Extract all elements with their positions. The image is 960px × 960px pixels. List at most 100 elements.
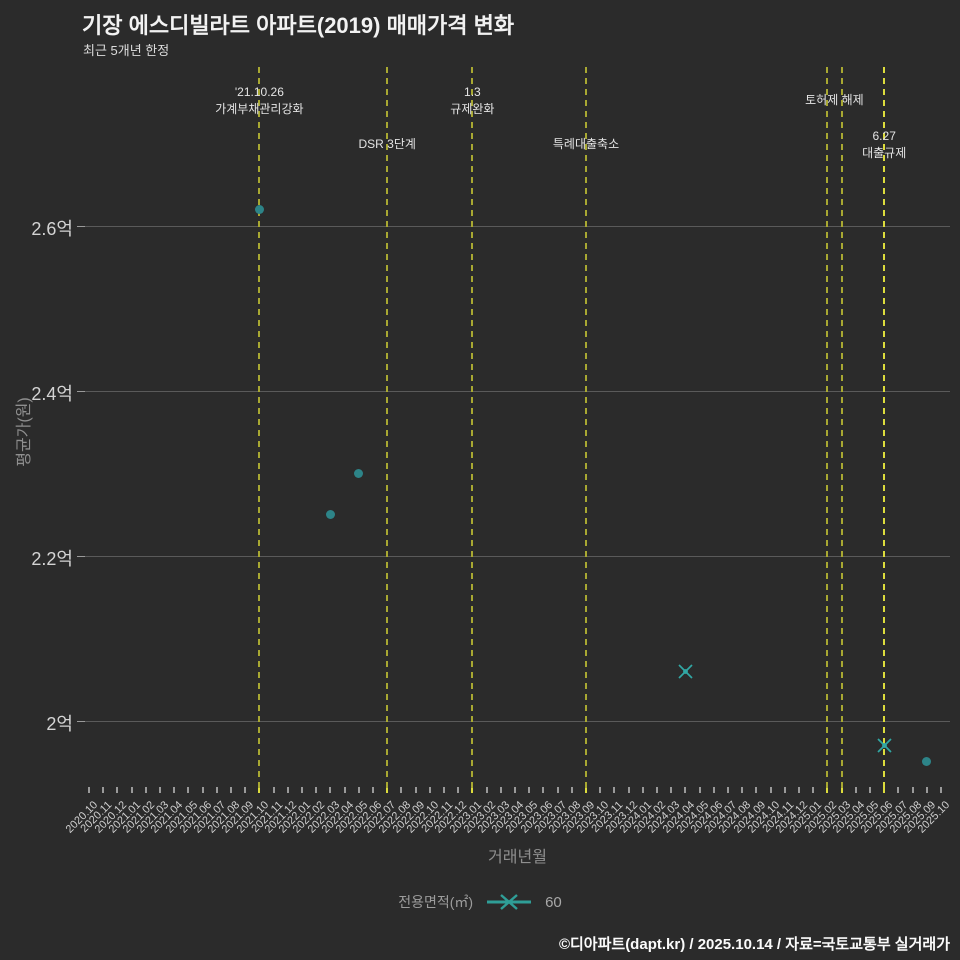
x-tick-mark [159,787,161,793]
y-tick-label: 2억 [46,713,73,734]
x-tick-mark [585,787,587,793]
x-tick-mark [230,787,232,793]
x-tick-mark [301,787,303,793]
event-line [840,67,843,790]
x-tick-mark [144,787,147,793]
chart-subtitle: 최근 5개년 한정 [83,43,170,58]
x-tick-mark [329,787,332,793]
event-label: 토허제 해제 [805,93,864,107]
x-tick-mark [869,787,871,793]
x-tick-mark [414,787,417,793]
y-tick-mark [77,720,85,722]
x-tick-mark [542,787,545,793]
x-tick-mark [400,787,403,793]
x-tick-mark [925,787,928,793]
x-tick-mark [911,787,914,793]
event-line [826,67,829,790]
x-tick-mark [641,787,644,793]
x-tick-mark [343,787,346,793]
x-tick-mark [372,787,374,793]
x-tick-mark [130,787,133,793]
x-tick-mark [727,787,729,793]
x-tick-mark [940,787,942,793]
x-tick-mark [443,787,445,793]
x-tick-mark [102,787,105,793]
x-marker-icon [487,894,532,910]
x-tick-mark [656,787,658,793]
data-point-circle [325,510,335,520]
x-tick-mark [357,787,360,793]
x-tick-mark [599,787,602,793]
x-tick-mark [528,787,531,793]
legend-entry-value: 60 [545,893,562,911]
x-tick-mark [258,787,261,793]
data-point-circle [922,757,932,767]
x-tick-mark [116,787,119,793]
gridline-y [85,226,950,228]
x-tick-mark [712,787,715,793]
gridline-y [85,720,950,722]
y-tick-mark [77,226,85,228]
x-tick-mark [854,787,857,793]
x-tick-mark [840,787,843,793]
y-tick-label: 2.2억 [31,548,73,569]
event-label: 1.3 규제완화 [450,85,495,116]
x-tick-mark [485,787,488,793]
event-label: 특례대출축소 [552,137,620,151]
data-point-x-marker [875,736,894,755]
footer-credit: ©디아파트(dapt.kr) / 2025.10.14 / 자료=국토교통부 실… [558,936,950,953]
event-line [258,67,261,790]
x-tick-mark [315,787,318,793]
x-tick-mark [556,787,559,793]
gridline-y [85,390,950,392]
x-tick-mark [741,787,744,793]
y-tick-mark [77,555,85,557]
x-tick-mark [201,787,204,793]
x-tick-mark [613,787,616,793]
y-tick-label: 2.6억 [31,219,73,240]
x-tick-mark [897,787,900,793]
x-tick-mark [755,787,758,793]
y-tick-mark [77,390,85,392]
data-point-x-marker [676,662,695,681]
event-label: '21.10.26 가계부채관리강화 [215,85,304,116]
event-line [386,67,389,790]
x-tick-mark [187,787,190,793]
x-tick-mark [286,787,289,793]
x-tick-mark [88,787,90,793]
x-tick-mark [386,787,389,793]
event-line [585,67,587,790]
x-tick-mark [514,787,516,793]
x-tick-mark [883,787,886,793]
chart-title: 기장 에스디빌라트 아파트(2019) 매매가격 변화 [82,13,515,38]
x-tick-mark [812,787,815,793]
x-tick-mark [570,787,573,793]
data-point-circle [354,468,364,478]
x-tick-mark [272,787,275,793]
data-point-circle [254,205,264,215]
x-tick-mark [471,787,474,793]
y-tick-label: 2.4억 [31,383,73,404]
legend-label: 전용면적(㎡) [398,894,474,910]
gridline-y [85,555,950,557]
x-tick-mark [457,787,460,793]
x-tick-mark [173,787,176,793]
x-tick-mark [499,787,502,793]
x-tick-mark [798,787,800,793]
x-tick-mark [244,787,247,793]
x-axis-title: 거래년월 [488,849,547,866]
event-label: DSR 3단계 [358,137,416,151]
x-tick-mark [215,787,218,793]
x-tick-mark [428,787,431,793]
x-tick-mark [826,787,829,793]
event-label: 6.27 대출규제 [862,129,907,160]
x-tick-mark [670,787,673,793]
y-axis-title: 평균가(원) [16,397,33,467]
x-tick-mark [627,787,630,793]
x-tick-mark [783,787,786,793]
event-line [471,67,474,790]
x-tick-mark [684,787,687,793]
event-line [883,67,886,790]
